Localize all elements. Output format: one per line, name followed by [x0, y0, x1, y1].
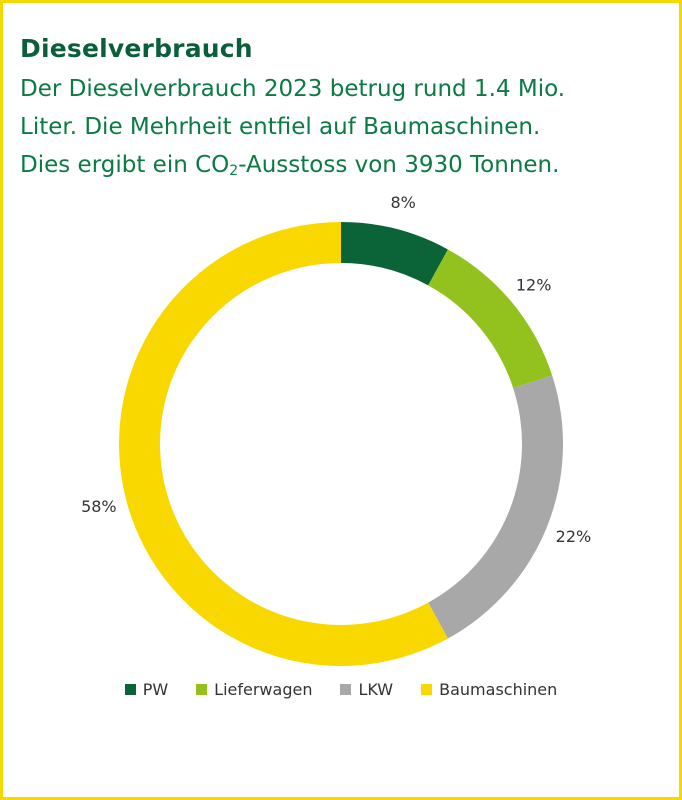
donut-chart: 8% 12% 22% 58%	[81, 193, 592, 666]
data-label-pw: 8%	[390, 193, 415, 212]
legend-item-baumaschinen: Baumaschinen	[421, 680, 557, 699]
data-label-baumaschinen: 58%	[81, 497, 117, 516]
donut-slice-pw	[341, 222, 448, 286]
co2-subscript: 2	[229, 163, 239, 179]
legend-swatch	[196, 684, 208, 695]
legend-swatch	[124, 684, 136, 695]
legend-swatch	[421, 684, 433, 695]
donut-slice-lieferwagen	[428, 249, 553, 389]
legend-swatch	[340, 684, 352, 695]
legend-label: PW	[142, 680, 169, 699]
chart-legend: PW Lieferwagen LKW Baumaschinen	[0, 680, 682, 699]
chart-title: Dieselverbrauch	[20, 34, 253, 63]
emission-text: -Ausstoss von 3930 Tonnen.	[238, 152, 560, 178]
data-label-lieferwagen: 12%	[516, 276, 552, 295]
description-line-1: Der Dieselverbrauch 2023 betrug rund 1.4…	[20, 76, 566, 102]
legend-label: LKW	[358, 680, 394, 699]
description-line-2: Liter. Die Mehrheit entfiel auf Baumasch…	[20, 114, 541, 140]
description-line-3: Dies ergibt ein CO2-Ausstoss von 3930 To…	[20, 146, 670, 190]
donut-slice-lkw	[428, 375, 563, 639]
legend-label: Baumaschinen	[439, 680, 558, 699]
legend-item-pw: PW	[124, 680, 169, 699]
donut-slice-baumaschinen	[119, 222, 448, 666]
legend-item-lkw: LKW	[340, 680, 393, 699]
legend-label: Lieferwagen	[214, 680, 313, 699]
legend-item-lieferwagen: Lieferwagen	[196, 680, 312, 699]
chart-description: Der Dieselverbrauch 2023 betrug rund 1.4…	[20, 70, 670, 190]
data-label-lkw: 22%	[556, 527, 592, 546]
co2-text: Dies ergibt ein CO	[20, 152, 230, 178]
